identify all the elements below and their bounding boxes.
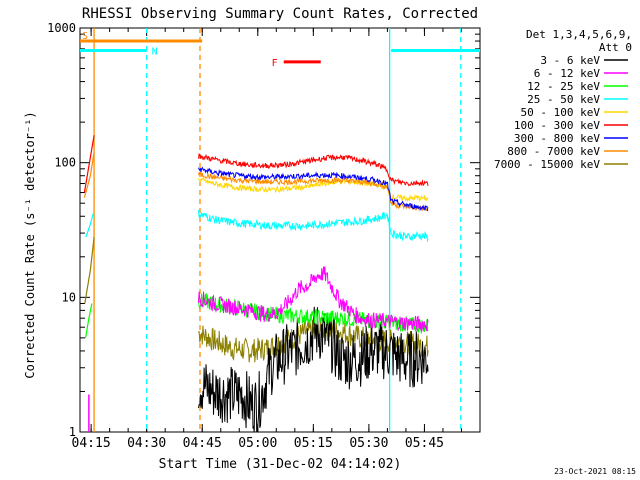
flag-label-0: S bbox=[82, 31, 88, 42]
x-tick-label-0: 04:15 bbox=[72, 436, 111, 451]
plot-frame bbox=[79, 27, 481, 433]
legend-label-3: 25 - 50 keV bbox=[527, 93, 600, 106]
y-tick-label-1: 10 bbox=[62, 290, 76, 304]
legend-label-4: 50 - 100 keV bbox=[521, 106, 601, 119]
legend-label-2: 12 - 25 keV bbox=[527, 80, 600, 93]
early-segment-2 bbox=[85, 213, 94, 238]
early-segment-1 bbox=[83, 151, 95, 198]
y-axis-label: Corrected Count Rate (s⁻¹ detector⁻¹) bbox=[23, 111, 37, 378]
footer-date: 23-Oct-2021 08:15 bbox=[554, 467, 636, 476]
series-line-6 bbox=[198, 166, 429, 212]
flag-label-1: N bbox=[152, 47, 158, 58]
series-line-1 bbox=[198, 266, 429, 332]
x-tick-label-1: 04:30 bbox=[127, 436, 166, 451]
x-axis-label: Start Time (31-Dec-02 04:14:02) bbox=[159, 457, 402, 472]
x-tick-label-3: 05:00 bbox=[238, 436, 277, 451]
legend-label-6: 300 - 800 keV bbox=[514, 132, 600, 145]
early-segment-0 bbox=[83, 135, 95, 193]
series-line-3 bbox=[198, 209, 429, 243]
x-tick-label-6: 05:45 bbox=[405, 436, 444, 451]
early-segment-4 bbox=[85, 303, 93, 338]
x-tick-label-5: 05:30 bbox=[349, 436, 388, 451]
legend-title-line-2: Att 0 bbox=[599, 41, 632, 54]
series-line-2 bbox=[198, 292, 429, 334]
early-segment-3 bbox=[84, 237, 95, 304]
series-line-0 bbox=[198, 306, 429, 433]
legend-label-7: 800 - 7000 keV bbox=[507, 145, 600, 158]
legend-title-line-1: Det 1,3,4,5,6,9, bbox=[526, 28, 632, 41]
series-line-5 bbox=[198, 152, 429, 187]
legend-label-8: 7000 - 15000 keV bbox=[494, 158, 600, 171]
x-tick-label-2: 04:45 bbox=[183, 436, 222, 451]
y-tick-label-0: 1 bbox=[69, 425, 76, 439]
series-line-7 bbox=[198, 170, 429, 212]
flag-label-3: F bbox=[272, 58, 278, 69]
y-tick-label-3: 1000 bbox=[47, 21, 76, 35]
legend-label-1: 6 - 12 keV bbox=[534, 67, 601, 80]
legend-label-0: 3 - 6 keV bbox=[540, 54, 600, 67]
plot-area: 1 10 100 1000 04:15 04:30 04:45 05:00 05:15 05:30… bbox=[47, 21, 481, 451]
x-tick-label-4: 05:15 bbox=[294, 436, 333, 451]
chart-title: RHESSI Observing Summary Count Rates, Co… bbox=[82, 6, 478, 22]
legend-label-5: 100 - 300 keV bbox=[514, 119, 600, 132]
y-tick-label-2: 100 bbox=[54, 156, 76, 170]
